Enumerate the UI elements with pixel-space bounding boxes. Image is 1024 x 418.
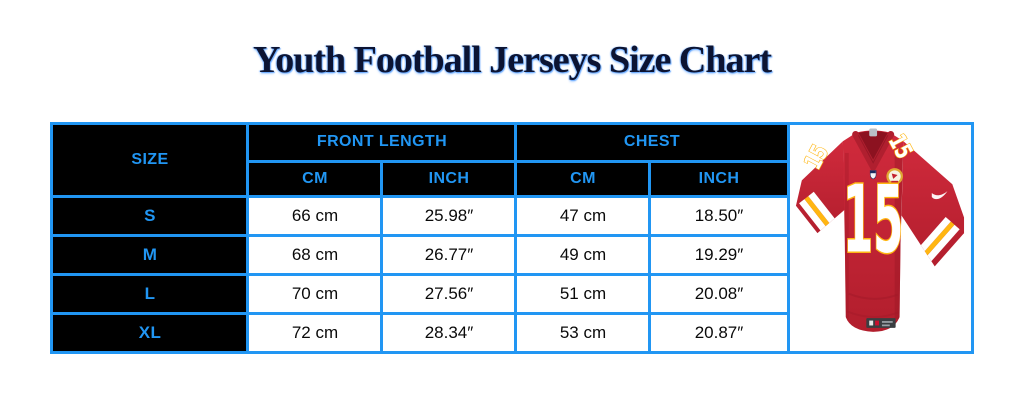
- front-length-cm-value: 66 cm: [246, 194, 384, 237]
- table-row-s: S 66 cm 25.98″ 47 cm 18.50″: [50, 194, 972, 237]
- front-length-inch-value: 28.34″: [380, 311, 518, 355]
- jersey-image-wrap: 15 15 15: [791, 127, 969, 350]
- chest-cm-value: 49 cm: [514, 233, 652, 276]
- front-length-cm-value: 70 cm: [246, 272, 384, 315]
- table-row-l: L 70 cm 27.56″ 51 cm 20.08″: [50, 272, 972, 315]
- subheader-front-inch: INCH: [380, 159, 518, 198]
- front-length-inch-value: 27.56″: [380, 272, 518, 315]
- col-header-size: SIZE: [50, 122, 250, 198]
- nike-swoosh-icon: [931, 191, 948, 200]
- left-sleeve-stripes: [799, 191, 836, 231]
- jersey-right-sleeve: [901, 141, 965, 267]
- chest-cm-value: 47 cm: [514, 194, 652, 237]
- page-title: Youth Football Jerseys Size Chart: [253, 39, 772, 81]
- hanger-loop: [869, 128, 878, 137]
- nfl-shield-icon: [869, 170, 877, 180]
- jersey-collar: [852, 128, 895, 174]
- jersey-cell: 15 15 15: [786, 122, 974, 354]
- chest-cm-value: 53 cm: [514, 311, 652, 355]
- jersey-number-center: 15: [843, 166, 904, 274]
- chest-inch-value: 19.29″: [648, 233, 790, 276]
- size-label: L: [50, 272, 250, 315]
- table-row-xl: XL 72 cm 28.34″ 53 cm 20.87″: [50, 311, 972, 355]
- size-label: S: [50, 194, 250, 237]
- table-row-m: M 68 cm 26.77″ 49 cm 19.29″: [50, 233, 972, 276]
- front-length-cm-value: 72 cm: [246, 311, 384, 355]
- subheader-chest-inch: INCH: [648, 159, 790, 198]
- col-header-chest: CHEST: [514, 122, 790, 163]
- right-sleeve-stripes: [916, 216, 960, 263]
- chest-cm-value: 51 cm: [514, 272, 652, 315]
- jersey-left-sleeve: [795, 141, 845, 234]
- front-length-inch-value: 26.77″: [380, 233, 518, 276]
- front-length-inch-value: 25.98″: [380, 194, 518, 237]
- jock-tag: [866, 318, 896, 328]
- chest-inch-value: 20.08″: [648, 272, 790, 315]
- col-header-front-length: FRONT LENGTH: [246, 122, 518, 163]
- front-length-cm-value: 68 cm: [246, 233, 384, 276]
- subheader-front-cm: CM: [246, 159, 384, 198]
- size-label: XL: [50, 311, 250, 355]
- chiefs-patch-icon: [886, 168, 903, 185]
- jersey-body-shading: [844, 152, 903, 320]
- size-label: M: [50, 233, 250, 276]
- chest-inch-value: 18.50″: [648, 194, 790, 237]
- size-chart-table: SIZE FRONT LENGTH CHEST: [50, 122, 974, 355]
- subheader-chest-cm: CM: [514, 159, 652, 198]
- chest-inch-value: 20.87″: [648, 311, 790, 355]
- jersey-image: 15 15 15: [795, 128, 965, 332]
